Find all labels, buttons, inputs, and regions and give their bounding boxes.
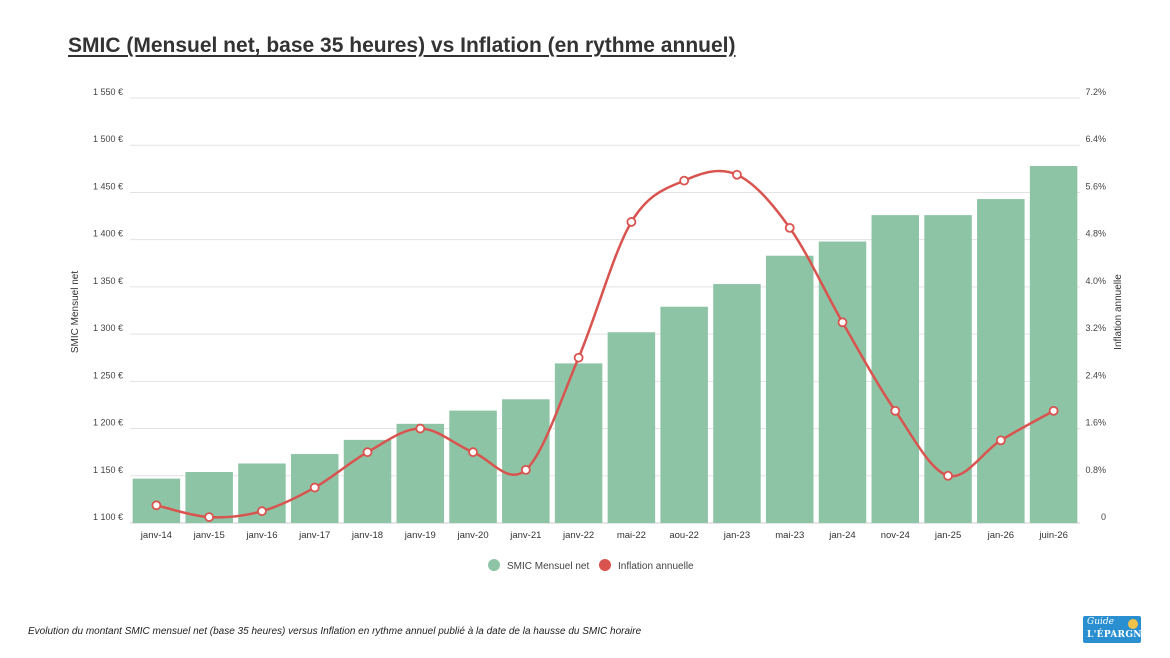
inflation-point bbox=[784, 222, 795, 233]
x-tick-label: janv-16 bbox=[245, 530, 277, 541]
inflation-point bbox=[890, 405, 901, 416]
y-tick-label: 1 400 € bbox=[93, 229, 123, 239]
chart-title: SMIC (Mensuel net, base 35 heures) vs In… bbox=[68, 34, 736, 57]
y2-tick-label: 4.8% bbox=[1085, 229, 1106, 239]
y-tick-label: 1 350 € bbox=[93, 276, 123, 286]
x-tick-label: jan-23 bbox=[723, 530, 750, 541]
x-tick-label: mai-22 bbox=[617, 530, 646, 541]
y2-axis-title: Inflation annuelle bbox=[1113, 274, 1124, 350]
y-axis-left: 1 100 € 1 150 € 1 200 € 1 250 € 1 300 € 1 350… bbox=[93, 87, 123, 522]
combo-chart: 1 100 € 1 150 € 1 200 € 1 250 € 1 300 € 1 350… bbox=[70, 87, 1124, 572]
y2-tick-label: 4.0% bbox=[1085, 276, 1106, 286]
legend-label-smic: SMIC Mensuel net bbox=[507, 561, 589, 572]
legend-swatch-smic bbox=[488, 559, 500, 571]
y2-tick-label: 0 bbox=[1101, 512, 1106, 522]
x-tick-label: jan-26 bbox=[987, 530, 1014, 541]
x-tick-label: jan-24 bbox=[828, 530, 855, 541]
chart-caption: Evolution du montant SMIC mensuel net (b… bbox=[28, 626, 642, 637]
inflation-point bbox=[837, 317, 848, 328]
x-tick-label: mai-23 bbox=[775, 530, 804, 541]
x-axis: janv-14 janv-15 janv-16 janv-17 janv-18 janv-… bbox=[140, 530, 1068, 541]
y-tick-label: 1 300 € bbox=[93, 323, 123, 333]
guide-epargne-logo: Guide L'ÉPARGNE bbox=[1083, 616, 1141, 643]
y-axis-right: 0 0.8% 1.6% 2.4% 3.2% 4.0% 4.8% 5.6% 6.4% 7.2% bbox=[1085, 87, 1106, 522]
bar bbox=[765, 255, 814, 523]
inflation-point bbox=[362, 447, 373, 458]
gridlines bbox=[130, 97, 1080, 524]
piggy-bank-icon bbox=[1128, 619, 1138, 629]
inflation-point bbox=[995, 435, 1006, 446]
inflation-point bbox=[732, 169, 742, 180]
bar bbox=[396, 423, 445, 523]
inflation-point bbox=[151, 500, 162, 511]
legend: SMIC Mensuel net Inflation annuelle bbox=[488, 559, 694, 572]
inflation-point bbox=[573, 352, 584, 363]
x-tick-label: janv-14 bbox=[140, 530, 172, 541]
inflation-point bbox=[257, 506, 267, 517]
x-tick-label: janv-20 bbox=[456, 530, 488, 541]
bar bbox=[607, 332, 656, 523]
inflation-point bbox=[309, 482, 320, 493]
x-tick-label: janv-18 bbox=[351, 530, 383, 541]
bar bbox=[713, 284, 761, 523]
y-tick-label: 1 550 € bbox=[93, 87, 123, 97]
y-tick-label: 1 450 € bbox=[93, 181, 123, 191]
smic-bars bbox=[132, 166, 1078, 524]
logo-text-top: Guide bbox=[1087, 617, 1114, 627]
y2-tick-label: 0.8% bbox=[1085, 465, 1106, 475]
inflation-point bbox=[679, 175, 690, 186]
inflation-line bbox=[151, 169, 1059, 522]
bar bbox=[554, 363, 603, 523]
y2-tick-label: 2.4% bbox=[1085, 370, 1106, 380]
bar bbox=[871, 215, 920, 523]
bar bbox=[660, 306, 708, 523]
bar bbox=[502, 399, 550, 523]
bar bbox=[818, 241, 867, 524]
inflation-point bbox=[626, 217, 637, 227]
inflation-point bbox=[204, 512, 215, 522]
x-tick-label: jan-25 bbox=[934, 530, 961, 541]
x-tick-label: juin-26 bbox=[1038, 530, 1068, 541]
x-tick-label: janv-17 bbox=[298, 530, 330, 541]
x-tick-label: aou-22 bbox=[669, 530, 699, 541]
y2-tick-label: 3.2% bbox=[1085, 323, 1106, 333]
inflation-point bbox=[1048, 405, 1059, 416]
bar bbox=[1029, 166, 1078, 523]
inflation-point bbox=[468, 447, 478, 458]
inflation-point bbox=[415, 423, 426, 434]
legend-label-inflation: Inflation annuelle bbox=[618, 561, 694, 572]
y-tick-label: 1 150 € bbox=[93, 465, 123, 475]
y2-tick-label: 5.6% bbox=[1085, 181, 1106, 191]
y-tick-label: 1 250 € bbox=[93, 370, 123, 380]
y-tick-label: 1 500 € bbox=[93, 134, 123, 144]
x-tick-label: nov-24 bbox=[881, 530, 910, 541]
y-axis-title: SMIC Mensuel net bbox=[70, 271, 81, 353]
x-tick-label: janv-22 bbox=[562, 530, 594, 541]
legend-swatch-inflation bbox=[599, 559, 611, 571]
x-tick-label: janv-21 bbox=[509, 530, 541, 541]
y-tick-label: 1 200 € bbox=[93, 418, 123, 428]
x-tick-label: janv-19 bbox=[404, 530, 436, 541]
y2-tick-label: 7.2% bbox=[1085, 87, 1106, 97]
logo-text-bottom: L'ÉPARGNE bbox=[1087, 630, 1141, 640]
y2-tick-label: 1.6% bbox=[1085, 418, 1106, 428]
inflation-point bbox=[520, 464, 531, 475]
y2-tick-label: 6.4% bbox=[1085, 134, 1106, 144]
bar bbox=[977, 199, 1025, 524]
inflation-point bbox=[943, 470, 953, 481]
bar bbox=[449, 410, 497, 523]
y-tick-label: 1 100 € bbox=[93, 512, 123, 522]
x-tick-label: janv-15 bbox=[193, 530, 225, 541]
